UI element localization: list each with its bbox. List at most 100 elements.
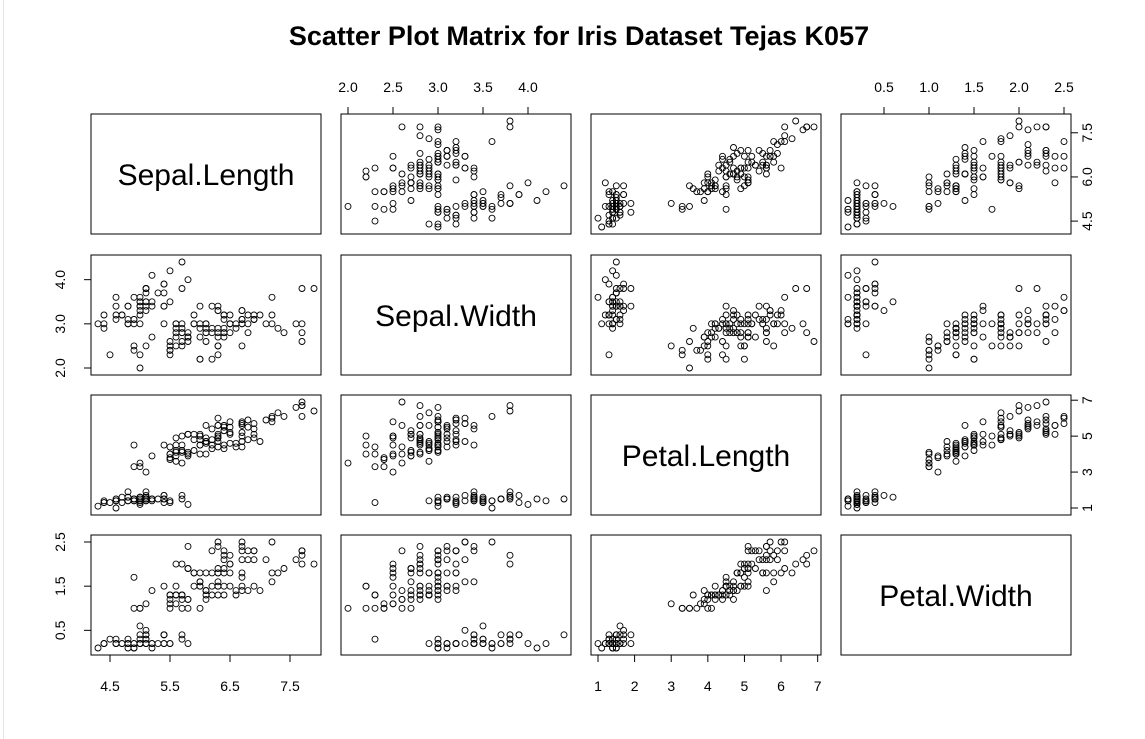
data-point	[620, 285, 628, 292]
data-point	[997, 135, 1005, 143]
data-point	[124, 635, 132, 643]
data-point	[952, 443, 960, 451]
data-point	[609, 307, 617, 315]
data-point	[616, 311, 624, 319]
data-point	[238, 438, 246, 445]
data-point	[371, 463, 379, 471]
data-point	[616, 622, 624, 630]
data-point	[362, 604, 370, 612]
data-point	[740, 573, 748, 581]
data-point	[609, 267, 617, 275]
data-point	[160, 631, 168, 639]
data-point	[371, 499, 379, 507]
data-point	[196, 355, 204, 363]
data-point	[781, 320, 789, 328]
data-point	[452, 499, 460, 507]
data-point	[112, 504, 120, 512]
data-point	[136, 499, 144, 507]
data-point	[470, 167, 478, 175]
data-point	[208, 425, 216, 433]
data-point	[686, 364, 693, 372]
tick-label: 7.5	[1079, 123, 1095, 143]
panel-frame-2-1	[340, 394, 572, 516]
data-point	[605, 635, 613, 643]
data-point	[434, 412, 442, 420]
data-point	[362, 450, 370, 458]
data-point	[238, 569, 246, 577]
data-point	[515, 499, 523, 507]
data-point	[172, 591, 180, 599]
data-point	[697, 346, 704, 354]
data-point	[452, 161, 460, 169]
data-point	[726, 329, 734, 337]
data-point	[524, 179, 532, 187]
data-point	[970, 191, 978, 199]
data-point	[708, 182, 715, 190]
tick-label: 0.5	[874, 79, 894, 95]
data-point	[166, 267, 174, 275]
data-point	[748, 560, 756, 568]
data-point	[461, 438, 469, 445]
data-point	[250, 434, 258, 442]
data-point	[434, 591, 442, 599]
data-point	[612, 640, 620, 648]
data-point	[542, 640, 550, 648]
data-point	[708, 329, 715, 337]
data-point	[844, 271, 852, 279]
data-point	[853, 285, 861, 292]
data-point	[770, 138, 778, 146]
data-point	[533, 197, 541, 204]
data-point	[479, 499, 487, 507]
data-point	[479, 202, 487, 210]
data-point	[871, 488, 879, 496]
data-point	[726, 320, 734, 328]
data-point	[719, 591, 726, 599]
data-point	[416, 551, 424, 559]
data-point	[407, 430, 415, 438]
data-point	[612, 315, 620, 323]
data-point	[762, 302, 770, 310]
data-point	[184, 604, 192, 612]
data-point	[970, 329, 978, 337]
data-point	[770, 320, 778, 328]
data-point	[497, 191, 505, 199]
data-point	[880, 307, 888, 315]
data-point	[997, 329, 1005, 337]
data-point	[178, 342, 186, 350]
data-point	[853, 220, 861, 228]
data-point	[434, 436, 442, 444]
data-point	[148, 497, 156, 505]
data-point	[970, 439, 978, 447]
data-point	[154, 289, 162, 297]
data-point	[997, 414, 1005, 422]
data-point	[470, 214, 478, 222]
data-point	[759, 161, 767, 169]
data-point	[605, 631, 613, 639]
data-point	[952, 185, 960, 193]
data-point	[398, 587, 406, 595]
data-point	[762, 551, 770, 559]
data-point	[178, 324, 186, 332]
data-point	[172, 320, 180, 328]
data-point	[130, 346, 138, 354]
data-point	[792, 117, 800, 125]
data-point	[461, 199, 469, 207]
right-axis-sepal-length: 4.5 6.0 7.5	[1070, 123, 1095, 231]
data-point	[202, 439, 210, 447]
data-point	[616, 285, 624, 292]
data-point	[862, 499, 870, 507]
data-point	[704, 591, 712, 599]
data-point	[178, 560, 186, 568]
data-point	[627, 640, 635, 648]
data-point	[740, 582, 748, 590]
left-axis-petal-width: 0.5 1.5 2.5	[52, 532, 92, 640]
data-point	[594, 293, 602, 301]
data-point	[461, 640, 469, 648]
data-point	[871, 280, 879, 288]
data-point	[781, 123, 789, 131]
data-point	[970, 173, 978, 181]
data-point	[762, 556, 770, 564]
data-point	[142, 302, 150, 310]
data-point	[715, 324, 723, 332]
data-point	[1015, 123, 1023, 131]
